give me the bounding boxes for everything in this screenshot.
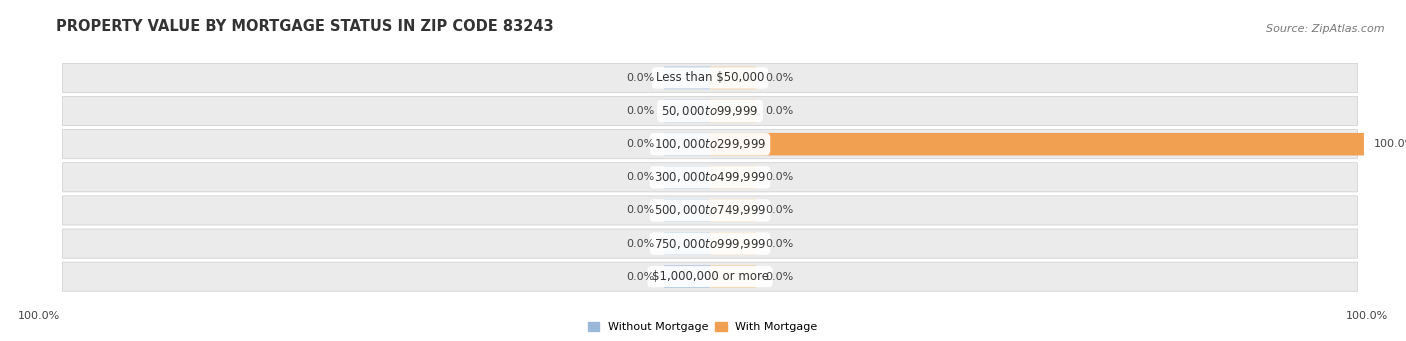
FancyBboxPatch shape: [710, 232, 756, 255]
FancyBboxPatch shape: [664, 232, 710, 255]
Text: $50,000 to $99,999: $50,000 to $99,999: [661, 104, 759, 118]
FancyBboxPatch shape: [62, 163, 1358, 192]
Text: 100.0%: 100.0%: [1374, 139, 1406, 149]
Text: 100.0%: 100.0%: [18, 311, 60, 321]
Text: 0.0%: 0.0%: [766, 272, 794, 282]
FancyBboxPatch shape: [62, 130, 1358, 159]
Text: 0.0%: 0.0%: [626, 205, 654, 216]
Text: Less than $50,000: Less than $50,000: [655, 72, 765, 85]
Text: 0.0%: 0.0%: [766, 172, 794, 182]
Text: 0.0%: 0.0%: [766, 205, 794, 216]
FancyBboxPatch shape: [710, 199, 756, 222]
Text: $500,000 to $749,999: $500,000 to $749,999: [654, 204, 766, 218]
Text: 0.0%: 0.0%: [626, 139, 654, 149]
FancyBboxPatch shape: [710, 166, 756, 189]
Text: 0.0%: 0.0%: [626, 106, 654, 116]
FancyBboxPatch shape: [62, 63, 1358, 92]
FancyBboxPatch shape: [664, 67, 710, 89]
FancyBboxPatch shape: [710, 67, 756, 89]
Legend: Without Mortgage, With Mortgage: Without Mortgage, With Mortgage: [588, 322, 818, 332]
FancyBboxPatch shape: [62, 229, 1358, 258]
FancyBboxPatch shape: [664, 199, 710, 222]
Text: PROPERTY VALUE BY MORTGAGE STATUS IN ZIP CODE 83243: PROPERTY VALUE BY MORTGAGE STATUS IN ZIP…: [56, 19, 554, 34]
FancyBboxPatch shape: [62, 97, 1358, 125]
FancyBboxPatch shape: [664, 133, 710, 155]
FancyBboxPatch shape: [62, 196, 1358, 225]
FancyBboxPatch shape: [710, 265, 756, 288]
Text: 0.0%: 0.0%: [626, 239, 654, 249]
Text: $100,000 to $299,999: $100,000 to $299,999: [654, 137, 766, 151]
FancyBboxPatch shape: [710, 133, 1364, 155]
Text: 0.0%: 0.0%: [766, 239, 794, 249]
Text: 0.0%: 0.0%: [626, 172, 654, 182]
Text: Source: ZipAtlas.com: Source: ZipAtlas.com: [1267, 24, 1385, 34]
Text: 0.0%: 0.0%: [626, 272, 654, 282]
Text: 0.0%: 0.0%: [626, 73, 654, 83]
FancyBboxPatch shape: [664, 265, 710, 288]
Text: 0.0%: 0.0%: [766, 73, 794, 83]
Text: 100.0%: 100.0%: [1346, 311, 1388, 321]
Text: 0.0%: 0.0%: [766, 106, 794, 116]
FancyBboxPatch shape: [710, 100, 756, 122]
FancyBboxPatch shape: [664, 166, 710, 189]
FancyBboxPatch shape: [62, 262, 1358, 291]
Text: $1,000,000 or more: $1,000,000 or more: [651, 270, 769, 283]
Text: $300,000 to $499,999: $300,000 to $499,999: [654, 170, 766, 184]
Text: $750,000 to $999,999: $750,000 to $999,999: [654, 237, 766, 251]
FancyBboxPatch shape: [664, 100, 710, 122]
